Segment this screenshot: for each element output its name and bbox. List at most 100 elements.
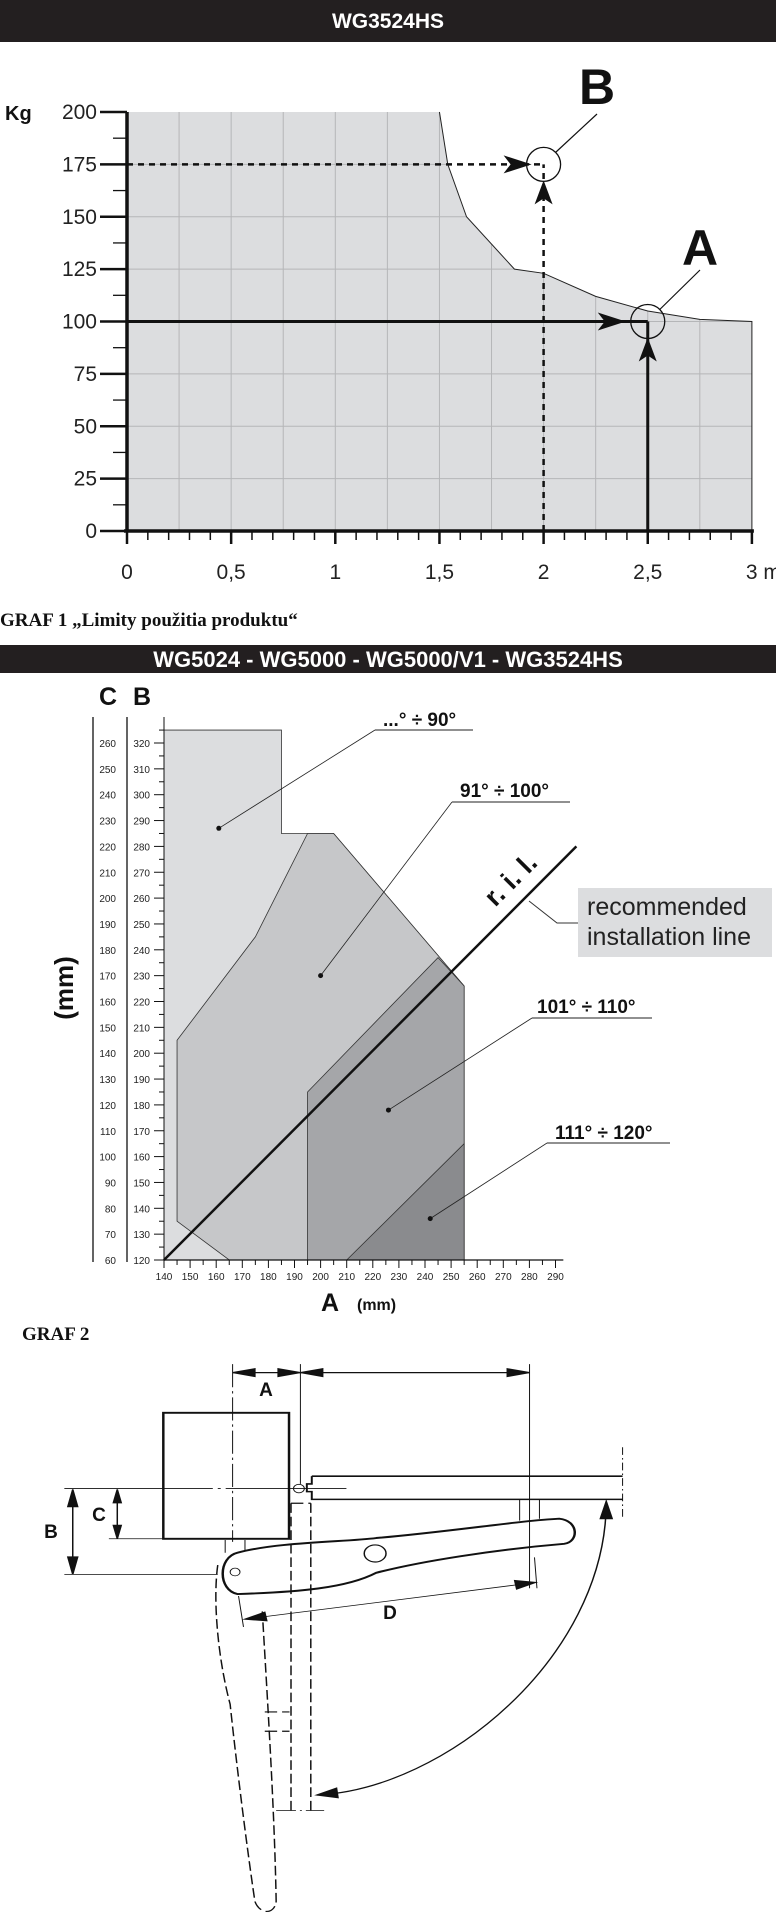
c-tick-label: 110 <box>100 1127 116 1138</box>
b-tick-label: 170 <box>133 1127 150 1138</box>
x-tick-label: 260 <box>469 1272 486 1283</box>
c-tick-label: 100 <box>99 1153 116 1164</box>
x-tick-label: 2,5 <box>633 561 662 584</box>
installation-diagram <box>64 1364 624 1913</box>
y-tick-label: 125 <box>62 258 97 281</box>
dimension-label-c: C <box>92 1505 106 1526</box>
c-axis-title: C <box>99 683 117 711</box>
c-tick-label: 150 <box>99 1023 116 1034</box>
region-leader <box>388 1017 533 1111</box>
region-label: 111° ÷ 120° <box>555 1123 653 1144</box>
chart2-installation-dimensions: 120 130 140 150 160 170 180 190 200 210 220 230 240 2… <box>49 683 772 1317</box>
region-dot <box>318 973 324 979</box>
c-tick-label: 220 <box>99 842 116 853</box>
x-tick-label: 1,5 <box>425 561 454 584</box>
b-tick-label: 240 <box>133 946 150 957</box>
c-tick-label: 90 <box>105 1178 117 1189</box>
x-tick-label: 1 <box>329 561 341 584</box>
dimension-label-a: A <box>259 1380 273 1401</box>
actuator-arm <box>221 1517 576 1596</box>
c-tick-label: 80 <box>105 1204 117 1215</box>
point-B-leader <box>555 113 598 153</box>
region-dot <box>216 825 222 831</box>
y-tick-label: 200 <box>62 101 97 124</box>
b-tick-label: 300 <box>133 791 150 802</box>
b-tick-label: 310 <box>133 765 150 776</box>
c-tick-label: 210 <box>99 868 116 879</box>
ril-note-box <box>578 888 772 957</box>
point-A-leader <box>659 269 701 310</box>
c-tick-label: 120 <box>99 1101 116 1112</box>
b-tick-label: 260 <box>133 894 150 905</box>
b-tick-label: 160 <box>133 1153 150 1164</box>
b-tick-label: 140 <box>133 1204 150 1215</box>
y-tick-label: 0 <box>85 520 97 543</box>
c-tick-label: 160 <box>99 998 116 1009</box>
b-tick-label: 130 <box>133 1230 150 1241</box>
x-tick-label: 160 <box>208 1272 225 1283</box>
x-tick-label: 3 m <box>746 561 776 584</box>
recommended-installation-line <box>163 845 578 1261</box>
y-tick-label: 25 <box>74 468 97 491</box>
region-dot <box>427 1216 433 1222</box>
c-tick-label: 140 <box>99 1049 116 1060</box>
chart1-header: WG3524HS <box>0 0 776 42</box>
b-tick-label: 230 <box>133 972 150 983</box>
ril-note-text: recommended <box>587 893 747 921</box>
ril-note-leader <box>528 900 578 924</box>
b-tick-label: 180 <box>133 1101 150 1112</box>
region-label: 101° ÷ 110° <box>537 997 636 1018</box>
x-tick-label: 170 <box>234 1272 251 1283</box>
region-leader <box>430 1142 548 1219</box>
x-tick-label: 140 <box>156 1272 173 1283</box>
c-tick-label: 170 <box>99 972 116 983</box>
y-tick-label: 150 <box>62 206 97 229</box>
point-label: A <box>682 220 718 276</box>
point-A-guides <box>127 320 650 531</box>
region-label: 91° ÷ 100° <box>460 781 549 802</box>
x-tick-label: 200 <box>312 1272 329 1283</box>
b-axis-title: B <box>133 683 151 711</box>
region-leader <box>218 729 376 829</box>
ril-label: r. i. l. <box>478 847 543 912</box>
x-tick-label: 290 <box>547 1272 564 1283</box>
x-axis-unit: (mm) <box>357 1297 396 1314</box>
chart2-header: WG5024 - WG5000 - WG5000/V1 - WG3524HS <box>0 645 776 673</box>
motor-housing <box>162 1411 291 1540</box>
x-tick-label: 2 <box>538 561 550 584</box>
c-tick-label: 70 <box>105 1230 117 1241</box>
x-axis-title: A <box>321 1289 339 1317</box>
y-axis-unit: (mm) <box>49 956 79 1020</box>
c-tick-label: 190 <box>99 920 116 931</box>
b-tick-label: 250 <box>133 920 150 931</box>
x-tick-label: 210 <box>338 1272 355 1283</box>
point-A-arrows <box>597 312 657 362</box>
x-tick-label: 150 <box>182 1272 199 1283</box>
region-label: ...° ÷ 90° <box>383 710 456 731</box>
y-tick-label: 75 <box>74 363 97 386</box>
c-tick-label: 200 <box>99 894 116 905</box>
c-tick-label: 260 <box>99 739 116 750</box>
x-tick-label: 270 <box>495 1272 512 1283</box>
b-tick-label: 290 <box>133 817 150 828</box>
b-tick-label: 190 <box>133 1075 150 1086</box>
b-tick-label: 270 <box>133 868 150 879</box>
x-tick-label: 0 <box>121 561 133 584</box>
ril-note-text: installation line <box>587 923 751 951</box>
x-tick-label: 240 <box>417 1272 434 1283</box>
x-tick-label: 180 <box>260 1272 277 1283</box>
b-tick-label: 220 <box>133 998 150 1009</box>
x-tick-label: 220 <box>364 1272 381 1283</box>
b-tick-label: 280 <box>133 842 150 853</box>
c-tick-label: 250 <box>99 765 116 776</box>
dimension-label-d: D <box>383 1603 397 1624</box>
point-label: B <box>579 59 615 115</box>
graf1-caption: GRAF 1 „Limity použitia produktu“ <box>0 610 298 631</box>
region-dot <box>385 1107 391 1113</box>
c-tick-label: 240 <box>99 791 116 802</box>
c-tick-label: 230 <box>99 817 116 828</box>
y-tick-label: 50 <box>74 415 97 438</box>
chart1-load-limits: 0 25 50 75 100 125 150 175 200 0 0,5 1 1,5 2 2,5 3 m Kg A… <box>5 59 776 584</box>
point-B-guides <box>127 163 545 531</box>
limit-curve <box>438 111 753 531</box>
